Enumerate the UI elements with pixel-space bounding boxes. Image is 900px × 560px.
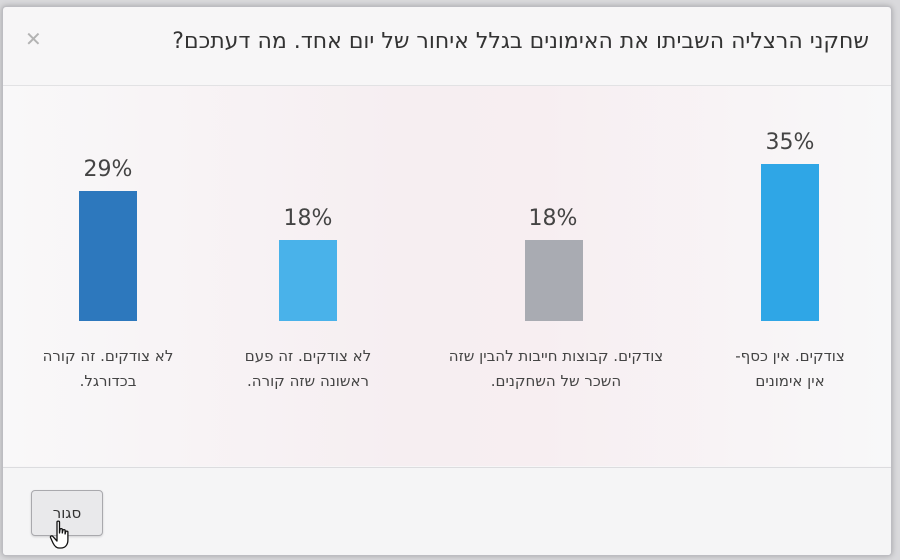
dialog-title: שחקני הרצליה השביתו את האימונים בגלל איח… <box>172 29 869 54</box>
category-label-line: לא צודקים. זה קורה <box>42 347 174 365</box>
category-label: לא צודקים. זה פעם ראשונה שזה קורה. <box>213 344 403 394</box>
category-label-line: בכדורגל. <box>79 372 137 390</box>
poll-chart: 29% לא צודקים. זה קורה בכדורגל. 18% לא צ… <box>3 86 891 466</box>
poll-option-4: 29% לא צודקים. זה קורה בכדורגל. <box>13 86 203 466</box>
value-label: 18% <box>528 206 578 231</box>
value-label: 35% <box>765 130 815 155</box>
close-button[interactable]: סגור <box>31 490 103 536</box>
dialog-footer: סגור <box>3 467 891 555</box>
category-label: לא צודקים. זה קורה בכדורגל. <box>13 344 203 394</box>
category-label-line: השכר של השחקנים. <box>490 372 622 390</box>
value-label: 29% <box>83 157 133 182</box>
poll-results-dialog: ✕ שחקני הרצליה השביתו את האימונים בגלל א… <box>2 6 892 556</box>
close-icon[interactable]: ✕ <box>25 27 42 51</box>
category-label: צודקים. אין כסף- אין אימונים <box>695 344 885 394</box>
poll-option-2: 18% צודקים. קבוצות חייבות להבין שזה השכר… <box>449 86 688 466</box>
bar <box>525 240 583 321</box>
hand-cursor-icon <box>49 520 69 549</box>
category-label-line: צודקים. אין כסף- <box>735 347 845 365</box>
category-label: צודקים. קבוצות חייבות להבין שזה השכר של … <box>436 344 676 394</box>
category-label-line: לא צודקים. זה פעם <box>244 347 372 365</box>
bar <box>79 191 137 321</box>
category-label-line: ראשונה שזה קורה. <box>247 372 369 390</box>
bar <box>761 164 819 321</box>
poll-option-3: 18% לא צודקים. זה פעם ראשונה שזה קורה. <box>213 86 403 466</box>
category-label-line: צודקים. קבוצות חייבות להבין שזה <box>448 347 664 365</box>
dialog-header: ✕ שחקני הרצליה השביתו את האימונים בגלל א… <box>3 7 891 86</box>
value-label: 18% <box>283 206 333 231</box>
bar <box>279 240 337 321</box>
category-label-line: אין אימונים <box>755 372 825 390</box>
poll-option-1: 35% צודקים. אין כסף- אין אימונים <box>695 86 885 466</box>
